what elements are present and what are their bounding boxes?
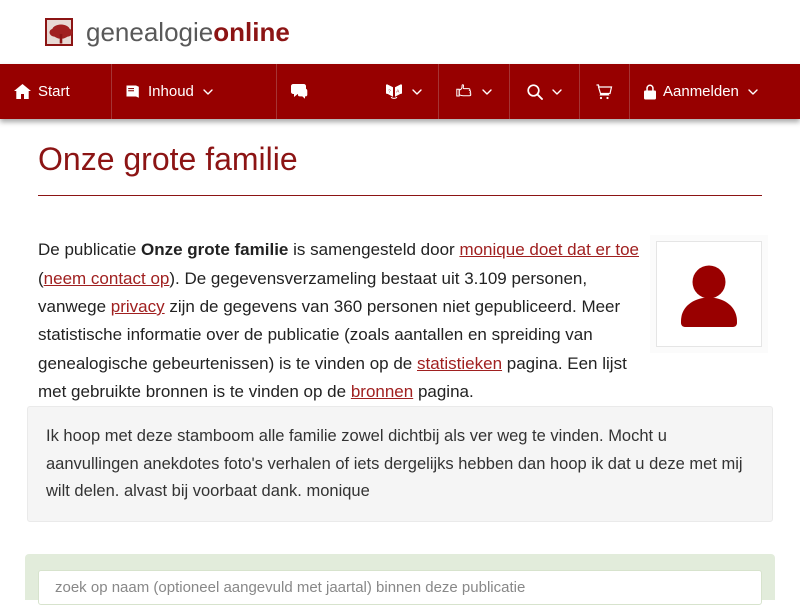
svg-text:?: ? [388,89,391,94]
